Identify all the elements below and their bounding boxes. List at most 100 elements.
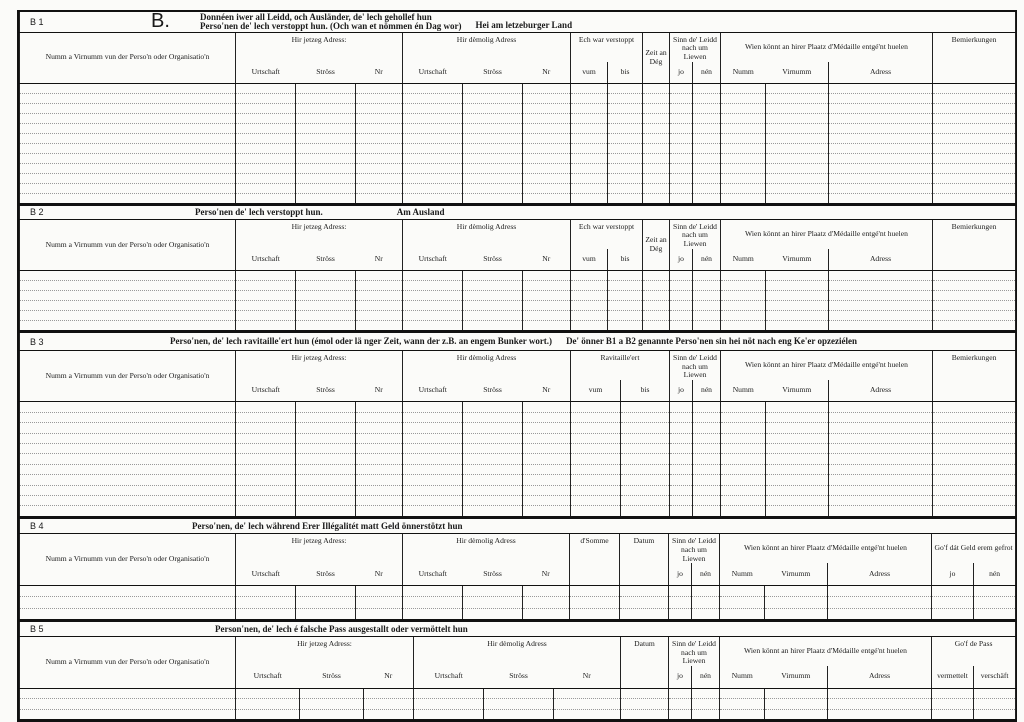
entry-field[interactable] — [828, 123, 933, 135]
entry-field[interactable] — [931, 290, 1017, 302]
entry-field[interactable] — [355, 585, 403, 598]
entry-field[interactable] — [692, 270, 721, 282]
entry-field[interactable] — [607, 143, 643, 155]
entry-field[interactable] — [462, 270, 523, 282]
entry-field[interactable] — [522, 280, 571, 292]
entry-field[interactable] — [931, 412, 1017, 424]
entry-field[interactable] — [295, 270, 356, 282]
entry-field[interactable] — [522, 143, 571, 155]
entry-field[interactable] — [668, 585, 692, 598]
entry-field[interactable] — [765, 401, 829, 413]
entry-field[interactable] — [669, 443, 693, 455]
entry-field[interactable] — [642, 320, 670, 332]
entry-field[interactable] — [828, 401, 933, 413]
entry-field[interactable] — [765, 193, 829, 205]
entry-field[interactable] — [765, 153, 829, 165]
entry-field[interactable] — [570, 453, 621, 465]
entry-field[interactable] — [235, 495, 296, 507]
entry-field[interactable] — [413, 688, 484, 700]
entry-field[interactable] — [669, 505, 693, 517]
entry-field[interactable] — [669, 183, 693, 195]
entry-field[interactable] — [355, 300, 403, 312]
entry-field[interactable] — [402, 270, 463, 282]
entry-field[interactable] — [720, 153, 766, 165]
entry-field[interactable] — [642, 193, 670, 205]
entry-field[interactable] — [765, 474, 829, 486]
entry-field[interactable] — [355, 93, 403, 105]
entry-field[interactable] — [355, 310, 403, 322]
entry-field[interactable] — [720, 113, 766, 125]
entry-field[interactable] — [522, 596, 570, 609]
entry-field[interactable] — [522, 433, 571, 445]
entry-field[interactable] — [692, 123, 721, 135]
entry-field[interactable] — [295, 93, 356, 105]
entry-field[interactable] — [522, 123, 571, 135]
entry-field[interactable] — [235, 688, 300, 700]
entry-field[interactable] — [765, 453, 829, 465]
entry-field[interactable] — [553, 698, 621, 710]
entry-field[interactable] — [720, 123, 766, 135]
entry-field[interactable] — [765, 103, 829, 115]
entry-field[interactable] — [19, 280, 236, 292]
entry-field[interactable] — [522, 422, 571, 434]
entry-field[interactable] — [355, 133, 403, 145]
entry-field[interactable] — [642, 103, 670, 115]
entry-field[interactable] — [828, 153, 933, 165]
entry-field[interactable] — [642, 93, 670, 105]
entry-field[interactable] — [719, 608, 765, 621]
entry-field[interactable] — [19, 103, 236, 115]
entry-field[interactable] — [764, 596, 828, 609]
entry-field[interactable] — [765, 123, 829, 135]
entry-field[interactable] — [570, 163, 608, 175]
entry-field[interactable] — [828, 280, 933, 292]
entry-field[interactable] — [642, 123, 670, 135]
entry-field[interactable] — [462, 401, 523, 413]
entry-field[interactable] — [828, 103, 933, 115]
entry-field[interactable] — [235, 422, 296, 434]
entry-field[interactable] — [642, 183, 670, 195]
entry-field[interactable] — [765, 505, 829, 517]
entry-field[interactable] — [828, 505, 933, 517]
entry-field[interactable] — [828, 300, 933, 312]
entry-field[interactable] — [295, 300, 356, 312]
entry-field[interactable] — [607, 270, 643, 282]
entry-field[interactable] — [669, 270, 693, 282]
entry-field[interactable] — [669, 485, 693, 497]
entry-field[interactable] — [765, 433, 829, 445]
entry-field[interactable] — [19, 270, 236, 282]
entry-field[interactable] — [765, 93, 829, 105]
entry-field[interactable] — [765, 280, 829, 292]
entry-field[interactable] — [522, 300, 571, 312]
entry-field[interactable] — [691, 688, 720, 700]
entry-field[interactable] — [931, 688, 974, 700]
entry-field[interactable] — [402, 93, 463, 105]
entry-field[interactable] — [692, 474, 721, 486]
entry-field[interactable] — [355, 183, 403, 195]
entry-field[interactable] — [642, 280, 670, 292]
entry-field[interactable] — [669, 495, 693, 507]
entry-field[interactable] — [295, 453, 356, 465]
entry-field[interactable] — [402, 453, 463, 465]
entry-field[interactable] — [355, 290, 403, 302]
entry-field[interactable] — [620, 495, 670, 507]
entry-field[interactable] — [931, 133, 1017, 145]
entry-field[interactable] — [402, 300, 463, 312]
entry-field[interactable] — [719, 596, 765, 609]
entry-field[interactable] — [669, 280, 693, 292]
entry-field[interactable] — [720, 412, 766, 424]
entry-field[interactable] — [19, 709, 236, 721]
entry-field[interactable] — [522, 485, 571, 497]
entry-field[interactable] — [692, 280, 721, 292]
entry-field[interactable] — [235, 270, 296, 282]
entry-field[interactable] — [828, 183, 933, 195]
entry-field[interactable] — [522, 320, 571, 332]
entry-field[interactable] — [692, 485, 721, 497]
entry-field[interactable] — [462, 464, 523, 476]
entry-field[interactable] — [402, 464, 463, 476]
entry-field[interactable] — [570, 320, 608, 332]
entry-field[interactable] — [720, 183, 766, 195]
entry-field[interactable] — [931, 495, 1017, 507]
entry-field[interactable] — [355, 608, 403, 621]
entry-field[interactable] — [620, 485, 670, 497]
entry-field[interactable] — [828, 113, 933, 125]
